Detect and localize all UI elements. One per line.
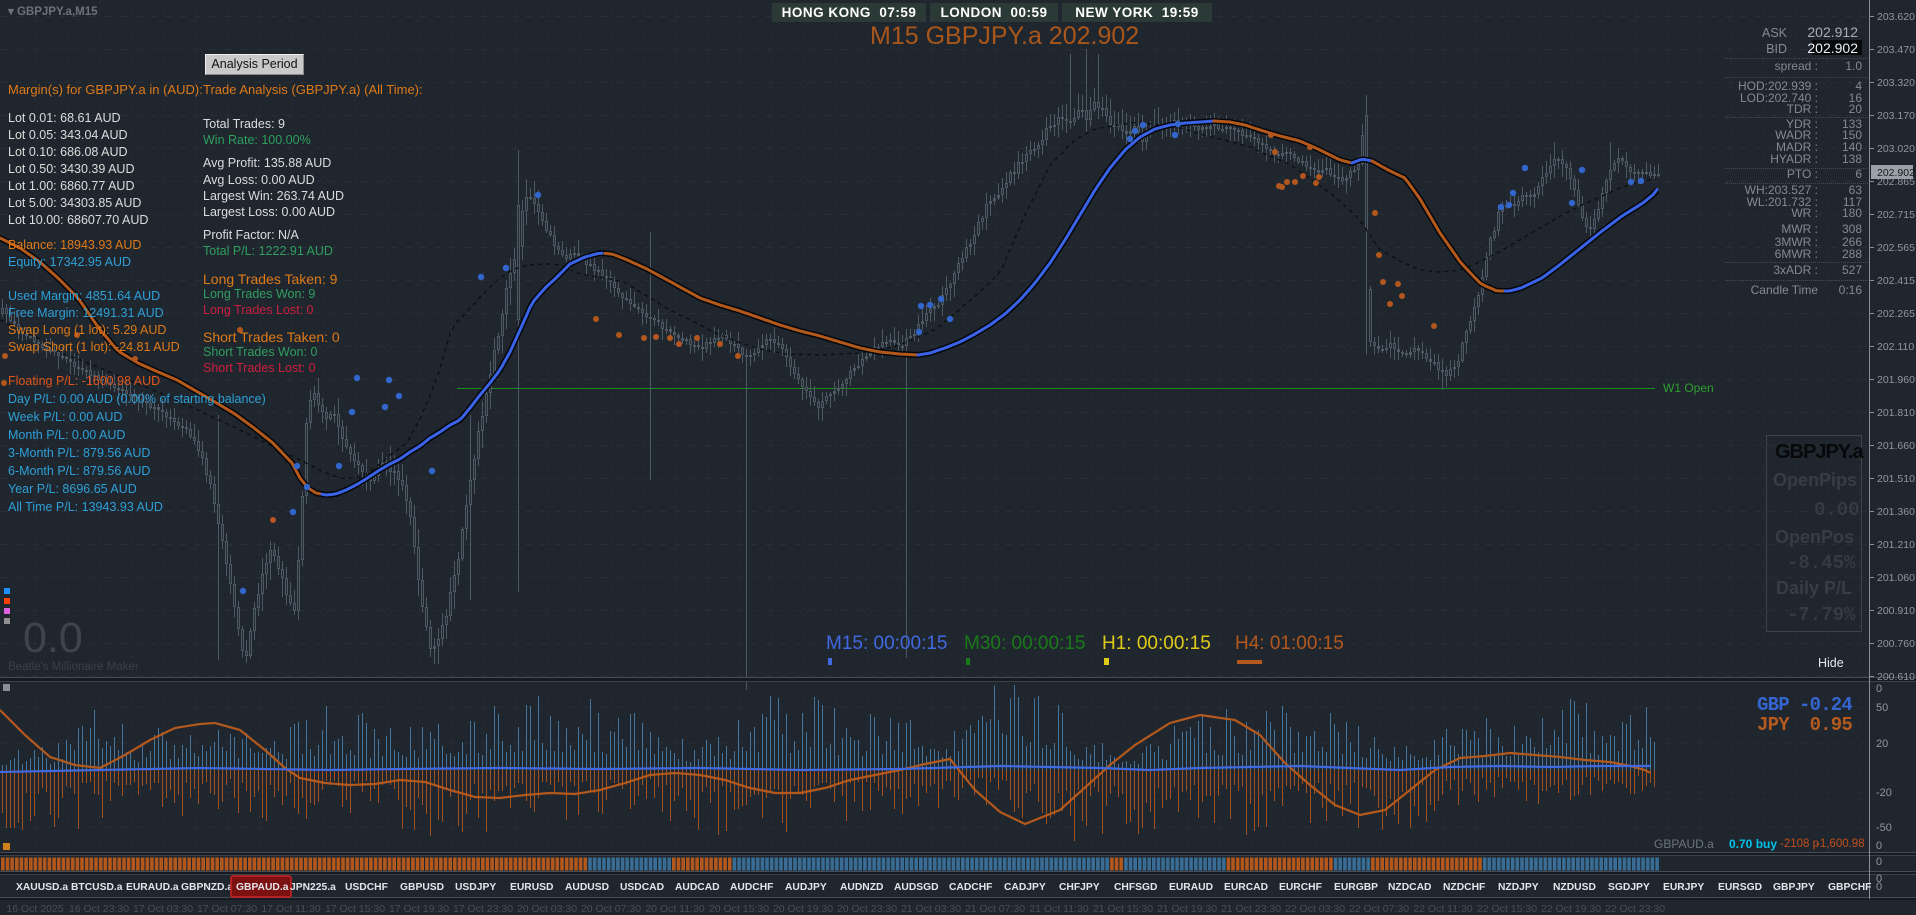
svg-text:EURCHF: EURCHF xyxy=(1279,882,1322,893)
svg-text:17 Oct 07:30: 17 Oct 07:30 xyxy=(197,903,257,915)
svg-text:21 Oct 11:30: 21 Oct 11:30 xyxy=(1029,903,1089,915)
svg-text:20 Oct 11:30: 20 Oct 11:30 xyxy=(645,903,705,915)
svg-text:CADCHF: CADCHF xyxy=(949,882,992,893)
svg-text:0: 0 xyxy=(1876,683,1882,695)
svg-text:21 Oct 03:30: 21 Oct 03:30 xyxy=(901,903,961,915)
svg-text:20 Oct 03:30: 20 Oct 03:30 xyxy=(517,903,577,915)
svg-text:NZDCHF: NZDCHF xyxy=(1443,882,1485,893)
svg-text:203.620: 203.620 xyxy=(1877,11,1915,23)
svg-text:22 Oct 19:30: 22 Oct 19:30 xyxy=(1541,903,1601,915)
svg-text:EURJPY: EURJPY xyxy=(1663,882,1704,893)
svg-text:17 Oct 19:30: 17 Oct 19:30 xyxy=(389,903,449,915)
svg-text:202.415: 202.415 xyxy=(1877,275,1915,287)
svg-text:201.960: 201.960 xyxy=(1877,374,1915,386)
svg-text:AUDUSD: AUDUSD xyxy=(565,882,609,893)
svg-text:BTCUSD.a: BTCUSD.a xyxy=(71,882,123,893)
svg-text:EURSGD: EURSGD xyxy=(1718,882,1762,893)
svg-text:SGDJPY: SGDJPY xyxy=(1608,882,1650,893)
svg-text:GBPAUD.a: GBPAUD.a xyxy=(236,882,289,893)
svg-text:GBPCHF: GBPCHF xyxy=(1828,882,1871,893)
svg-text:EURAUD: EURAUD xyxy=(1169,882,1213,893)
svg-text:200.760: 200.760 xyxy=(1877,638,1915,650)
svg-text:201.210: 201.210 xyxy=(1877,539,1915,551)
svg-text:JPN225.a: JPN225.a xyxy=(290,882,336,893)
svg-text:0: 0 xyxy=(1876,881,1882,893)
svg-text:202.565: 202.565 xyxy=(1877,242,1915,254)
svg-text:17 Oct 03:30: 17 Oct 03:30 xyxy=(133,903,193,915)
svg-text:EURUSD: EURUSD xyxy=(510,882,553,893)
svg-text:EURCAD: EURCAD xyxy=(1224,882,1268,893)
svg-text:-50: -50 xyxy=(1876,822,1892,834)
svg-text:GBPUSD: GBPUSD xyxy=(400,882,444,893)
svg-text:201.810: 201.810 xyxy=(1877,407,1915,419)
svg-text:20 Oct 23:30: 20 Oct 23:30 xyxy=(837,903,897,915)
svg-text:NZDUSD: NZDUSD xyxy=(1553,882,1596,893)
svg-text:XAUUSD.a: XAUUSD.a xyxy=(16,882,68,893)
svg-text:20 Oct 15:30: 20 Oct 15:30 xyxy=(709,903,769,915)
svg-text:16 Oct 23:30: 16 Oct 23:30 xyxy=(69,903,129,915)
svg-text:AUDJPY: AUDJPY xyxy=(785,882,827,893)
svg-text:AUDNZD: AUDNZD xyxy=(840,882,883,893)
svg-text:CADJPY: CADJPY xyxy=(1004,882,1046,893)
svg-text:200.610: 200.610 xyxy=(1877,671,1915,683)
svg-text:202.902: 202.902 xyxy=(1877,167,1915,179)
svg-text:16 Oct 2025: 16 Oct 2025 xyxy=(6,903,63,915)
svg-text:200.910: 200.910 xyxy=(1877,605,1915,617)
svg-text:22 Oct 23:30: 22 Oct 23:30 xyxy=(1605,903,1665,915)
svg-text:202.265: 202.265 xyxy=(1877,308,1915,320)
svg-text:201.510: 201.510 xyxy=(1877,473,1915,485)
svg-text:203.470: 203.470 xyxy=(1877,44,1915,56)
svg-text:203.320: 203.320 xyxy=(1877,77,1915,89)
svg-text:USDCAD: USDCAD xyxy=(620,882,664,893)
svg-text:AUDCAD: AUDCAD xyxy=(675,882,720,893)
svg-text:0: 0 xyxy=(1876,873,1882,885)
svg-text:203.020: 203.020 xyxy=(1877,143,1915,155)
svg-text:22 Oct 15:30: 22 Oct 15:30 xyxy=(1477,903,1537,915)
svg-text:21 Oct 15:30: 21 Oct 15:30 xyxy=(1093,903,1153,915)
svg-text:W1 Open: W1 Open xyxy=(1663,381,1714,395)
svg-text:21 Oct 23:30: 21 Oct 23:30 xyxy=(1221,903,1281,915)
svg-text:201.360: 201.360 xyxy=(1877,506,1915,518)
svg-text:GBPJPY: GBPJPY xyxy=(1773,882,1815,893)
svg-text:AUDCHF: AUDCHF xyxy=(730,882,773,893)
svg-text:202.110: 202.110 xyxy=(1877,341,1914,353)
svg-text:21 Oct 07:30: 21 Oct 07:30 xyxy=(965,903,1025,915)
svg-text:20: 20 xyxy=(1876,738,1888,750)
svg-text:22 Oct 03:30: 22 Oct 03:30 xyxy=(1285,903,1345,915)
svg-text:50: 50 xyxy=(1876,702,1888,714)
svg-text:CHFSGD: CHFSGD xyxy=(1114,882,1157,893)
svg-text:CHFJPY: CHFJPY xyxy=(1059,882,1100,893)
svg-text:201.660: 201.660 xyxy=(1877,440,1915,452)
svg-text:21 Oct 19:30: 21 Oct 19:30 xyxy=(1157,903,1217,915)
svg-text:17 Oct 11:30: 17 Oct 11:30 xyxy=(261,903,321,915)
svg-text:0: 0 xyxy=(1876,856,1882,868)
svg-text:AUDSGD: AUDSGD xyxy=(894,882,939,893)
svg-text:EURAUD.a: EURAUD.a xyxy=(126,882,179,893)
svg-text:GBPNZD.a: GBPNZD.a xyxy=(181,882,233,893)
svg-text:22 Oct 07:30: 22 Oct 07:30 xyxy=(1349,903,1409,915)
svg-text:NZDJPY: NZDJPY xyxy=(1498,882,1539,893)
svg-text:202.715: 202.715 xyxy=(1877,209,1915,221)
svg-text:-20: -20 xyxy=(1876,787,1892,799)
svg-text:20 Oct 07:30: 20 Oct 07:30 xyxy=(581,903,641,915)
svg-text:17 Oct 15:30: 17 Oct 15:30 xyxy=(325,903,385,915)
svg-text:17 Oct 23:30: 17 Oct 23:30 xyxy=(453,903,513,915)
svg-text:22 Oct 11:30: 22 Oct 11:30 xyxy=(1413,903,1473,915)
svg-text:USDJPY: USDJPY xyxy=(455,882,496,893)
svg-text:NZDCAD: NZDCAD xyxy=(1388,882,1431,893)
svg-text:USDCHF: USDCHF xyxy=(345,882,388,893)
svg-text:203.170: 203.170 xyxy=(1877,110,1915,122)
svg-text:20 Oct 19:30: 20 Oct 19:30 xyxy=(773,903,833,915)
svg-text:201.060: 201.060 xyxy=(1877,572,1915,584)
svg-text:EURGBP: EURGBP xyxy=(1334,882,1378,893)
svg-text:0: 0 xyxy=(1876,840,1882,852)
